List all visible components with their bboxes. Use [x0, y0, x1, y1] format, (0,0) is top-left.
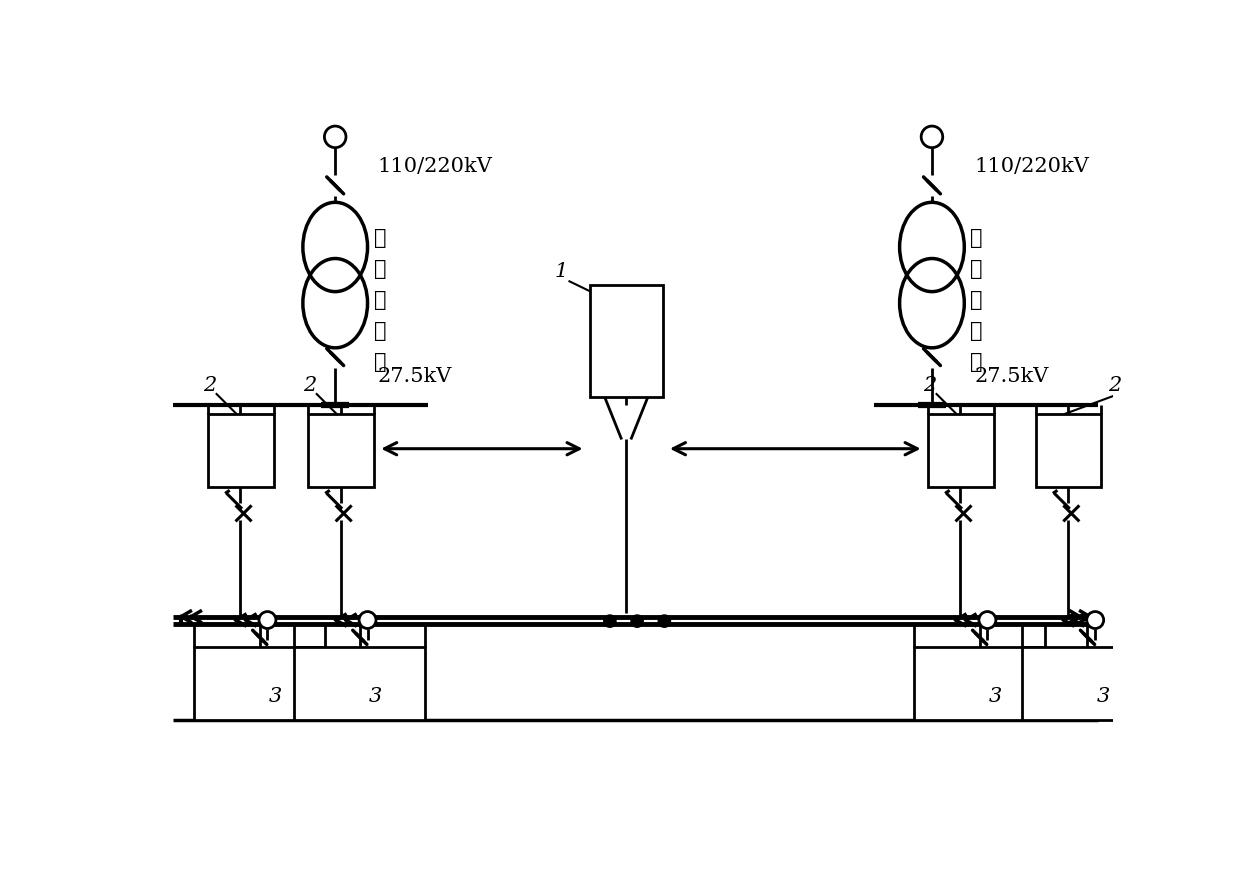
Text: 1: 1: [554, 262, 568, 281]
Text: 110/220kV: 110/220kV: [377, 157, 492, 176]
Bar: [195, 646, 325, 719]
Circle shape: [259, 611, 277, 629]
Bar: [914, 646, 1045, 719]
Text: 27.5kV: 27.5kV: [377, 367, 451, 386]
Circle shape: [1086, 611, 1104, 629]
Text: 3: 3: [269, 687, 281, 706]
Text: 2: 2: [1107, 376, 1121, 395]
Bar: [590, 286, 663, 397]
Bar: [1035, 414, 1101, 487]
Bar: [928, 414, 993, 487]
Text: 3: 3: [370, 687, 382, 706]
Text: 2: 2: [303, 376, 316, 395]
Bar: [208, 414, 274, 487]
Text: 牵
引
变
压
器: 牵 引 变 压 器: [971, 229, 983, 373]
Ellipse shape: [303, 259, 367, 348]
Circle shape: [921, 126, 942, 148]
Text: 3: 3: [988, 687, 1002, 706]
Circle shape: [978, 611, 996, 629]
Bar: [1022, 646, 1153, 719]
Text: 27.5kV: 27.5kV: [975, 367, 1049, 386]
Text: 牵
引
变
压
器: 牵 引 变 压 器: [373, 229, 386, 373]
Text: 3: 3: [1096, 687, 1110, 706]
Ellipse shape: [303, 202, 367, 292]
Bar: [294, 646, 425, 719]
Circle shape: [360, 611, 376, 629]
Text: 2: 2: [203, 376, 216, 395]
Text: 110/220kV: 110/220kV: [975, 157, 1089, 176]
Ellipse shape: [899, 259, 965, 348]
Bar: [309, 414, 373, 487]
Circle shape: [325, 126, 346, 148]
Ellipse shape: [899, 202, 965, 292]
Text: ●  ●  ●: ● ● ●: [601, 611, 672, 630]
Text: 2: 2: [923, 376, 936, 395]
